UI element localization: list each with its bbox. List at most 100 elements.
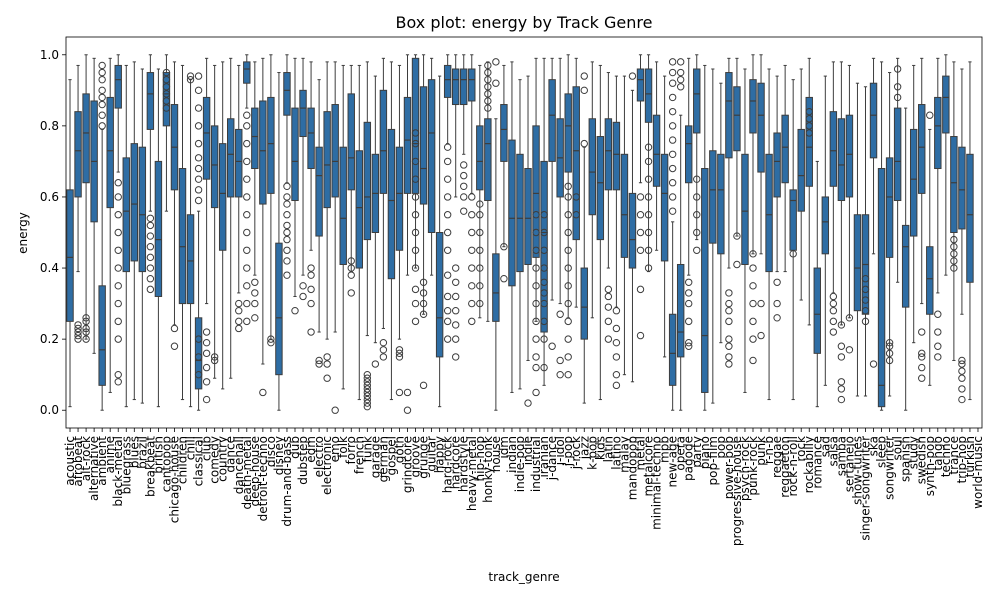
x-tick-label: study — [907, 436, 921, 469]
outlier-point — [307, 299, 315, 308]
outlier-point — [299, 282, 307, 290]
x-tick-label: dancehall — [232, 436, 246, 494]
outlier-point — [194, 175, 203, 183]
outlier-point — [419, 289, 428, 297]
outlier-point — [918, 353, 926, 361]
outlier-point — [443, 307, 452, 315]
x-tick-label: german — [376, 436, 390, 482]
outlier-point — [210, 356, 219, 365]
outlier-point — [918, 374, 926, 382]
box-iqr — [548, 79, 556, 162]
outlier-point — [757, 299, 765, 308]
outlier-point — [668, 179, 677, 187]
box-sertanejo — [845, 64, 854, 354]
x-tick-label: detroit-techno — [256, 436, 270, 521]
box-disco — [267, 54, 275, 347]
x-tick-label: pagode — [682, 436, 696, 481]
outlier-point — [749, 299, 757, 308]
x-tick-label: songwriter — [883, 436, 897, 500]
outlier-point — [540, 363, 548, 372]
outlier-point — [162, 104, 171, 112]
box-dancehall — [235, 64, 243, 333]
outlier-point — [452, 353, 460, 361]
outlier-point — [580, 86, 588, 95]
box-goth — [395, 64, 404, 397]
outlier-point — [283, 182, 291, 190]
outlier-point — [958, 367, 966, 375]
outlier-point — [468, 228, 476, 237]
outlier-point — [162, 90, 171, 98]
outlier-point — [789, 250, 797, 258]
outlier-point — [532, 363, 540, 372]
x-axis-label: track_genre — [488, 570, 559, 584]
x-tick-label: latino — [609, 436, 623, 470]
outlier-point — [934, 353, 942, 361]
outlier-point — [476, 246, 484, 254]
box-iqr — [685, 125, 693, 184]
outlier-point — [564, 246, 572, 254]
outlier-point — [693, 175, 701, 183]
box-heavy-metal — [468, 54, 476, 326]
x-tick-label: psych-rock — [738, 436, 752, 501]
x-tick-label: reggae — [770, 436, 784, 478]
outlier-point — [363, 381, 372, 390]
outlier-point — [476, 211, 484, 219]
outlier-point — [411, 175, 420, 183]
box-iqr — [717, 153, 725, 255]
box-iqr — [500, 104, 508, 162]
outlier-point — [733, 232, 741, 240]
outlier-point — [162, 75, 171, 84]
plot-frame — [65, 36, 983, 429]
outlier-point — [186, 75, 195, 84]
box-death-metal — [243, 54, 251, 326]
outlier-point — [532, 353, 540, 361]
outlier-point — [885, 342, 894, 350]
box-hardcore — [451, 54, 460, 361]
outlier-point — [452, 292, 460, 301]
outlier-point — [492, 58, 500, 66]
outlier-point — [443, 143, 452, 151]
box-iqr — [387, 128, 396, 280]
x-tick-label: folk — [336, 436, 350, 458]
outlier-point — [484, 90, 492, 98]
outlier-point — [243, 317, 251, 326]
box-iqr — [235, 128, 243, 198]
x-tick-label: salsa — [826, 436, 840, 467]
x-tick-label: electronic — [320, 436, 334, 495]
outlier-point — [323, 353, 331, 361]
outlier-point — [861, 307, 870, 315]
outlier-point — [194, 139, 203, 148]
outlier-point — [411, 139, 420, 148]
outlier-point — [379, 346, 388, 354]
box-iqr — [524, 168, 532, 265]
outlier-point — [98, 122, 106, 130]
outlier-point — [644, 211, 653, 219]
outlier-point — [363, 370, 372, 379]
outlier-point — [668, 107, 677, 116]
outlier-point — [243, 175, 251, 183]
outlier-point — [885, 349, 894, 358]
box-brazil — [138, 68, 147, 404]
x-tick-label: disney — [272, 436, 286, 475]
outlier-point — [443, 317, 452, 326]
outlier-point — [363, 385, 372, 393]
box-songwriter — [885, 72, 894, 397]
x-tick-label: indie-pop — [513, 436, 527, 492]
x-tick-label: romance — [810, 436, 824, 489]
box-iqr — [315, 146, 323, 237]
outlier-point — [363, 378, 372, 386]
box-drum-and-bass — [283, 54, 291, 279]
outlier-point — [403, 388, 412, 397]
outlier-point — [524, 399, 532, 407]
box-house — [492, 58, 500, 411]
x-tick-label: j-dance — [545, 436, 559, 481]
outlier-point — [98, 111, 106, 119]
outlier-point — [315, 360, 323, 368]
outlier-point — [604, 317, 613, 326]
outlier-point — [194, 122, 203, 130]
outlier-point — [958, 374, 966, 382]
x-tick-label: sleep — [875, 436, 889, 468]
outlier-point — [411, 317, 420, 326]
outlier-point — [114, 264, 122, 272]
box-j-pop — [564, 54, 572, 379]
